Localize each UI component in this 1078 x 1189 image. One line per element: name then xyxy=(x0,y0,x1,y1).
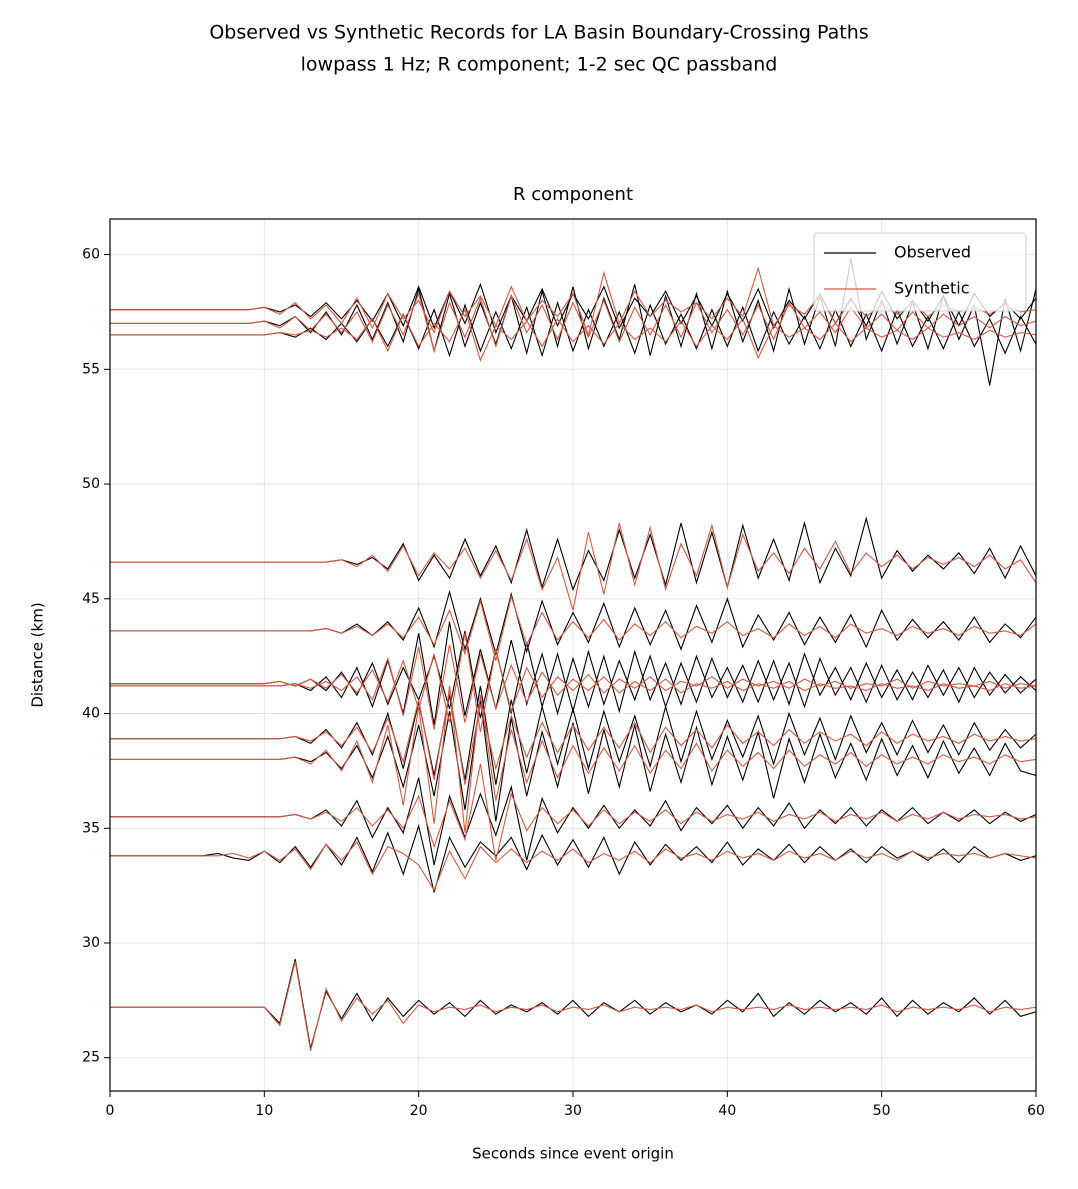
y-tick-label: 55 xyxy=(82,361,100,377)
waveform xyxy=(110,685,1036,833)
chart-title: Observed vs Synthetic Records for LA Bas… xyxy=(209,22,868,44)
waveform xyxy=(110,291,1036,353)
x-tick-label: 60 xyxy=(1027,1103,1045,1119)
chart-subtitle: lowpass 1 Hz; R component; 1-2 sec QC pa… xyxy=(301,54,778,76)
waveform xyxy=(110,961,1036,1051)
legend-label: Synthetic xyxy=(894,279,970,298)
y-tick-label: 25 xyxy=(82,1050,100,1066)
y-tick-label: 50 xyxy=(82,476,100,492)
ticks: 0 10 20 30 40 50 60 25 30 35 40 45 50 55 60 xyxy=(82,247,1045,1119)
y-tick-label: 35 xyxy=(82,820,100,836)
traces xyxy=(110,259,1036,1051)
x-tick-label: 50 xyxy=(873,1103,891,1119)
y-tick-label: 40 xyxy=(82,706,100,722)
legend-label: Observed xyxy=(894,243,971,262)
waveform xyxy=(110,690,1036,785)
waveform xyxy=(110,763,1036,861)
waveform xyxy=(110,308,1036,362)
x-axis-label: Seconds since event origin xyxy=(472,1145,674,1163)
y-tick-label: 60 xyxy=(82,247,100,263)
legend: Observed Synthetic xyxy=(813,232,1027,312)
y-axis-label: Distance (km) xyxy=(29,602,47,707)
grid xyxy=(109,219,1037,1091)
x-tick-label: 10 xyxy=(255,1103,273,1119)
x-tick-label: 20 xyxy=(410,1103,428,1119)
waveform xyxy=(110,522,1036,611)
x-tick-label: 30 xyxy=(564,1103,582,1119)
y-tick-label: 45 xyxy=(82,591,100,607)
y-tick-label: 30 xyxy=(82,935,100,951)
waveform xyxy=(110,594,1036,661)
waveform xyxy=(110,633,1036,732)
waveform xyxy=(110,841,1036,892)
axes-title: R component xyxy=(513,184,633,205)
x-tick-label: 0 xyxy=(106,1103,115,1119)
waveform xyxy=(110,644,1036,730)
x-tick-label: 40 xyxy=(718,1103,736,1119)
